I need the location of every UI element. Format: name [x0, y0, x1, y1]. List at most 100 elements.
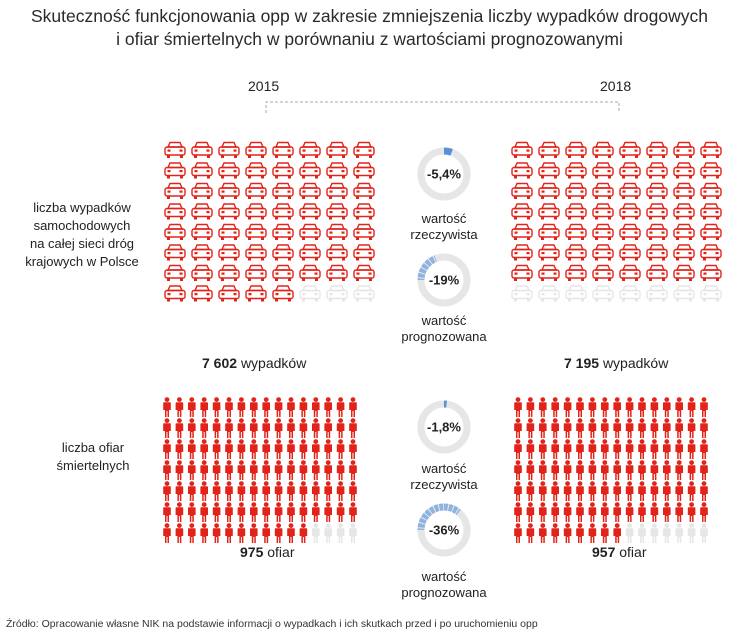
car-icon-2018-2	[565, 141, 587, 158]
car-icon-2015-59	[245, 285, 267, 302]
person-icon-2018-106	[638, 523, 646, 543]
person-icon-2018-111	[700, 523, 708, 543]
person-icon-2015-76	[312, 481, 320, 501]
person-icon-2018-65	[526, 481, 535, 501]
caption-fatalities-forecast-line1: wartość	[421, 569, 467, 584]
person-icon-2018-107	[650, 523, 659, 543]
person-icon-2018-36	[563, 439, 572, 459]
person-icon-2018-22	[588, 418, 597, 438]
caption-accidents-forecast: wartość prognozowana	[384, 313, 504, 345]
person-icon-2018-3	[551, 397, 559, 417]
person-icon-2018-28	[663, 418, 671, 438]
person-icon-2015-13	[324, 397, 332, 417]
person-icon-2018-8	[613, 397, 621, 417]
car-icon-2015-4	[272, 141, 294, 158]
person-icon-2015-75	[299, 481, 308, 501]
car-icon-2015-12	[272, 162, 294, 179]
person-icon-2015-90	[287, 502, 295, 522]
caption-fatalities-actual: wartość rzeczywista	[384, 461, 504, 493]
car-icon-2015-33	[191, 223, 213, 240]
car-icon-2015-29	[299, 203, 321, 220]
car-icon-2018-9	[538, 162, 560, 179]
person-icon-2018-18	[539, 418, 547, 438]
person-icon-2015-99	[200, 523, 208, 543]
person-icon-2018-74	[638, 481, 646, 501]
car-icon-2018-61	[646, 285, 668, 302]
person-icon-2015-44	[312, 439, 320, 459]
car-icon-2018-53	[646, 264, 668, 281]
car-icon-2015-61	[299, 285, 321, 302]
row-label-fatalities-line1: liczba ofiar	[61, 440, 125, 455]
car-icon-2015-57	[191, 285, 213, 302]
person-icon-2015-105	[274, 523, 283, 543]
car-icon-2015-54	[326, 264, 348, 281]
car-icon-2015-37	[299, 223, 321, 240]
person-icon-2018-49	[526, 460, 535, 480]
car-icon-2015-55	[353, 264, 375, 281]
person-icon-2015-28	[312, 418, 320, 438]
person-icon-2018-56	[613, 460, 621, 480]
car-icon-2015-38	[326, 223, 348, 240]
person-icon-2018-85	[576, 502, 584, 522]
person-icon-2018-71	[601, 481, 609, 501]
person-icon-2018-78	[687, 481, 696, 501]
person-icon-2015-104	[262, 523, 270, 543]
car-icon-2015-0	[164, 141, 186, 158]
car-icon-2018-59	[592, 285, 614, 302]
person-icon-2018-27	[650, 418, 659, 438]
donut-accidents-forecast-arc	[417, 253, 471, 307]
person-icon-2018-21	[576, 418, 584, 438]
person-icon-2018-63	[700, 460, 708, 480]
row-label-accidents-line2: samochodowych	[33, 218, 131, 233]
count-fatalities-2018-number: 957	[592, 544, 616, 560]
car-icon-2015-50	[218, 264, 240, 281]
car-icon-2015-62	[326, 285, 348, 302]
donut-accidents-actual-label: -5,4%	[427, 167, 461, 182]
person-icon-2015-94	[336, 502, 345, 522]
person-icon-2018-66	[539, 481, 547, 501]
car-icon-2018-31	[700, 203, 722, 220]
person-icon-2015-17	[175, 418, 184, 438]
car-icon-2015-27	[245, 203, 267, 220]
person-icon-2015-34	[188, 439, 196, 459]
person-icon-2015-83	[200, 502, 208, 522]
car-icon-2015-43	[245, 244, 267, 261]
person-icon-2015-91	[299, 502, 308, 522]
car-icon-2015-2	[218, 141, 240, 158]
person-icon-2018-32	[514, 439, 522, 459]
person-icon-2018-89	[625, 502, 634, 522]
caption-fatalities-forecast: wartość prognozowana	[384, 569, 504, 601]
person-icon-2015-86	[237, 502, 246, 522]
car-icon-2015-14	[326, 162, 348, 179]
person-icon-2015-5	[225, 397, 233, 417]
person-icon-2018-20	[563, 418, 572, 438]
person-icon-2018-57	[625, 460, 634, 480]
count-accidents-2015-unit: wypadków	[240, 355, 307, 371]
person-icon-2018-55	[601, 460, 609, 480]
person-icon-2015-47	[349, 439, 357, 459]
car-icon-2015-32	[164, 223, 186, 240]
donut-accidents-forecast: -19%	[417, 253, 471, 307]
count-fatalities-2018: 957 ofiar	[592, 544, 646, 560]
car-icon-2018-58	[565, 285, 587, 302]
person-icon-2015-84	[212, 502, 221, 522]
person-icon-2018-83	[551, 502, 559, 522]
car-icon-2018-4	[619, 141, 641, 158]
person-icon-2018-34	[539, 439, 547, 459]
car-icon-2018-28	[619, 203, 641, 220]
person-icon-2015-110	[336, 523, 345, 543]
car-icon-2015-60	[272, 285, 294, 302]
person-icon-2018-53	[576, 460, 584, 480]
person-icon-2018-104	[613, 523, 621, 543]
person-icon-2015-64	[163, 481, 171, 501]
person-icon-2018-4	[563, 397, 572, 417]
person-icon-2015-66	[188, 481, 196, 501]
person-icon-2018-30	[687, 418, 696, 438]
caption-fatalities-forecast-line2: prognozowana	[401, 585, 487, 600]
person-icon-2018-90	[638, 502, 646, 522]
donut-accidents-actual: -5,4%	[417, 147, 471, 201]
person-icon-2015-56	[262, 460, 270, 480]
person-icon-2015-24	[262, 418, 270, 438]
car-icon-2018-48	[511, 264, 533, 281]
person-icon-2015-4	[212, 397, 221, 417]
